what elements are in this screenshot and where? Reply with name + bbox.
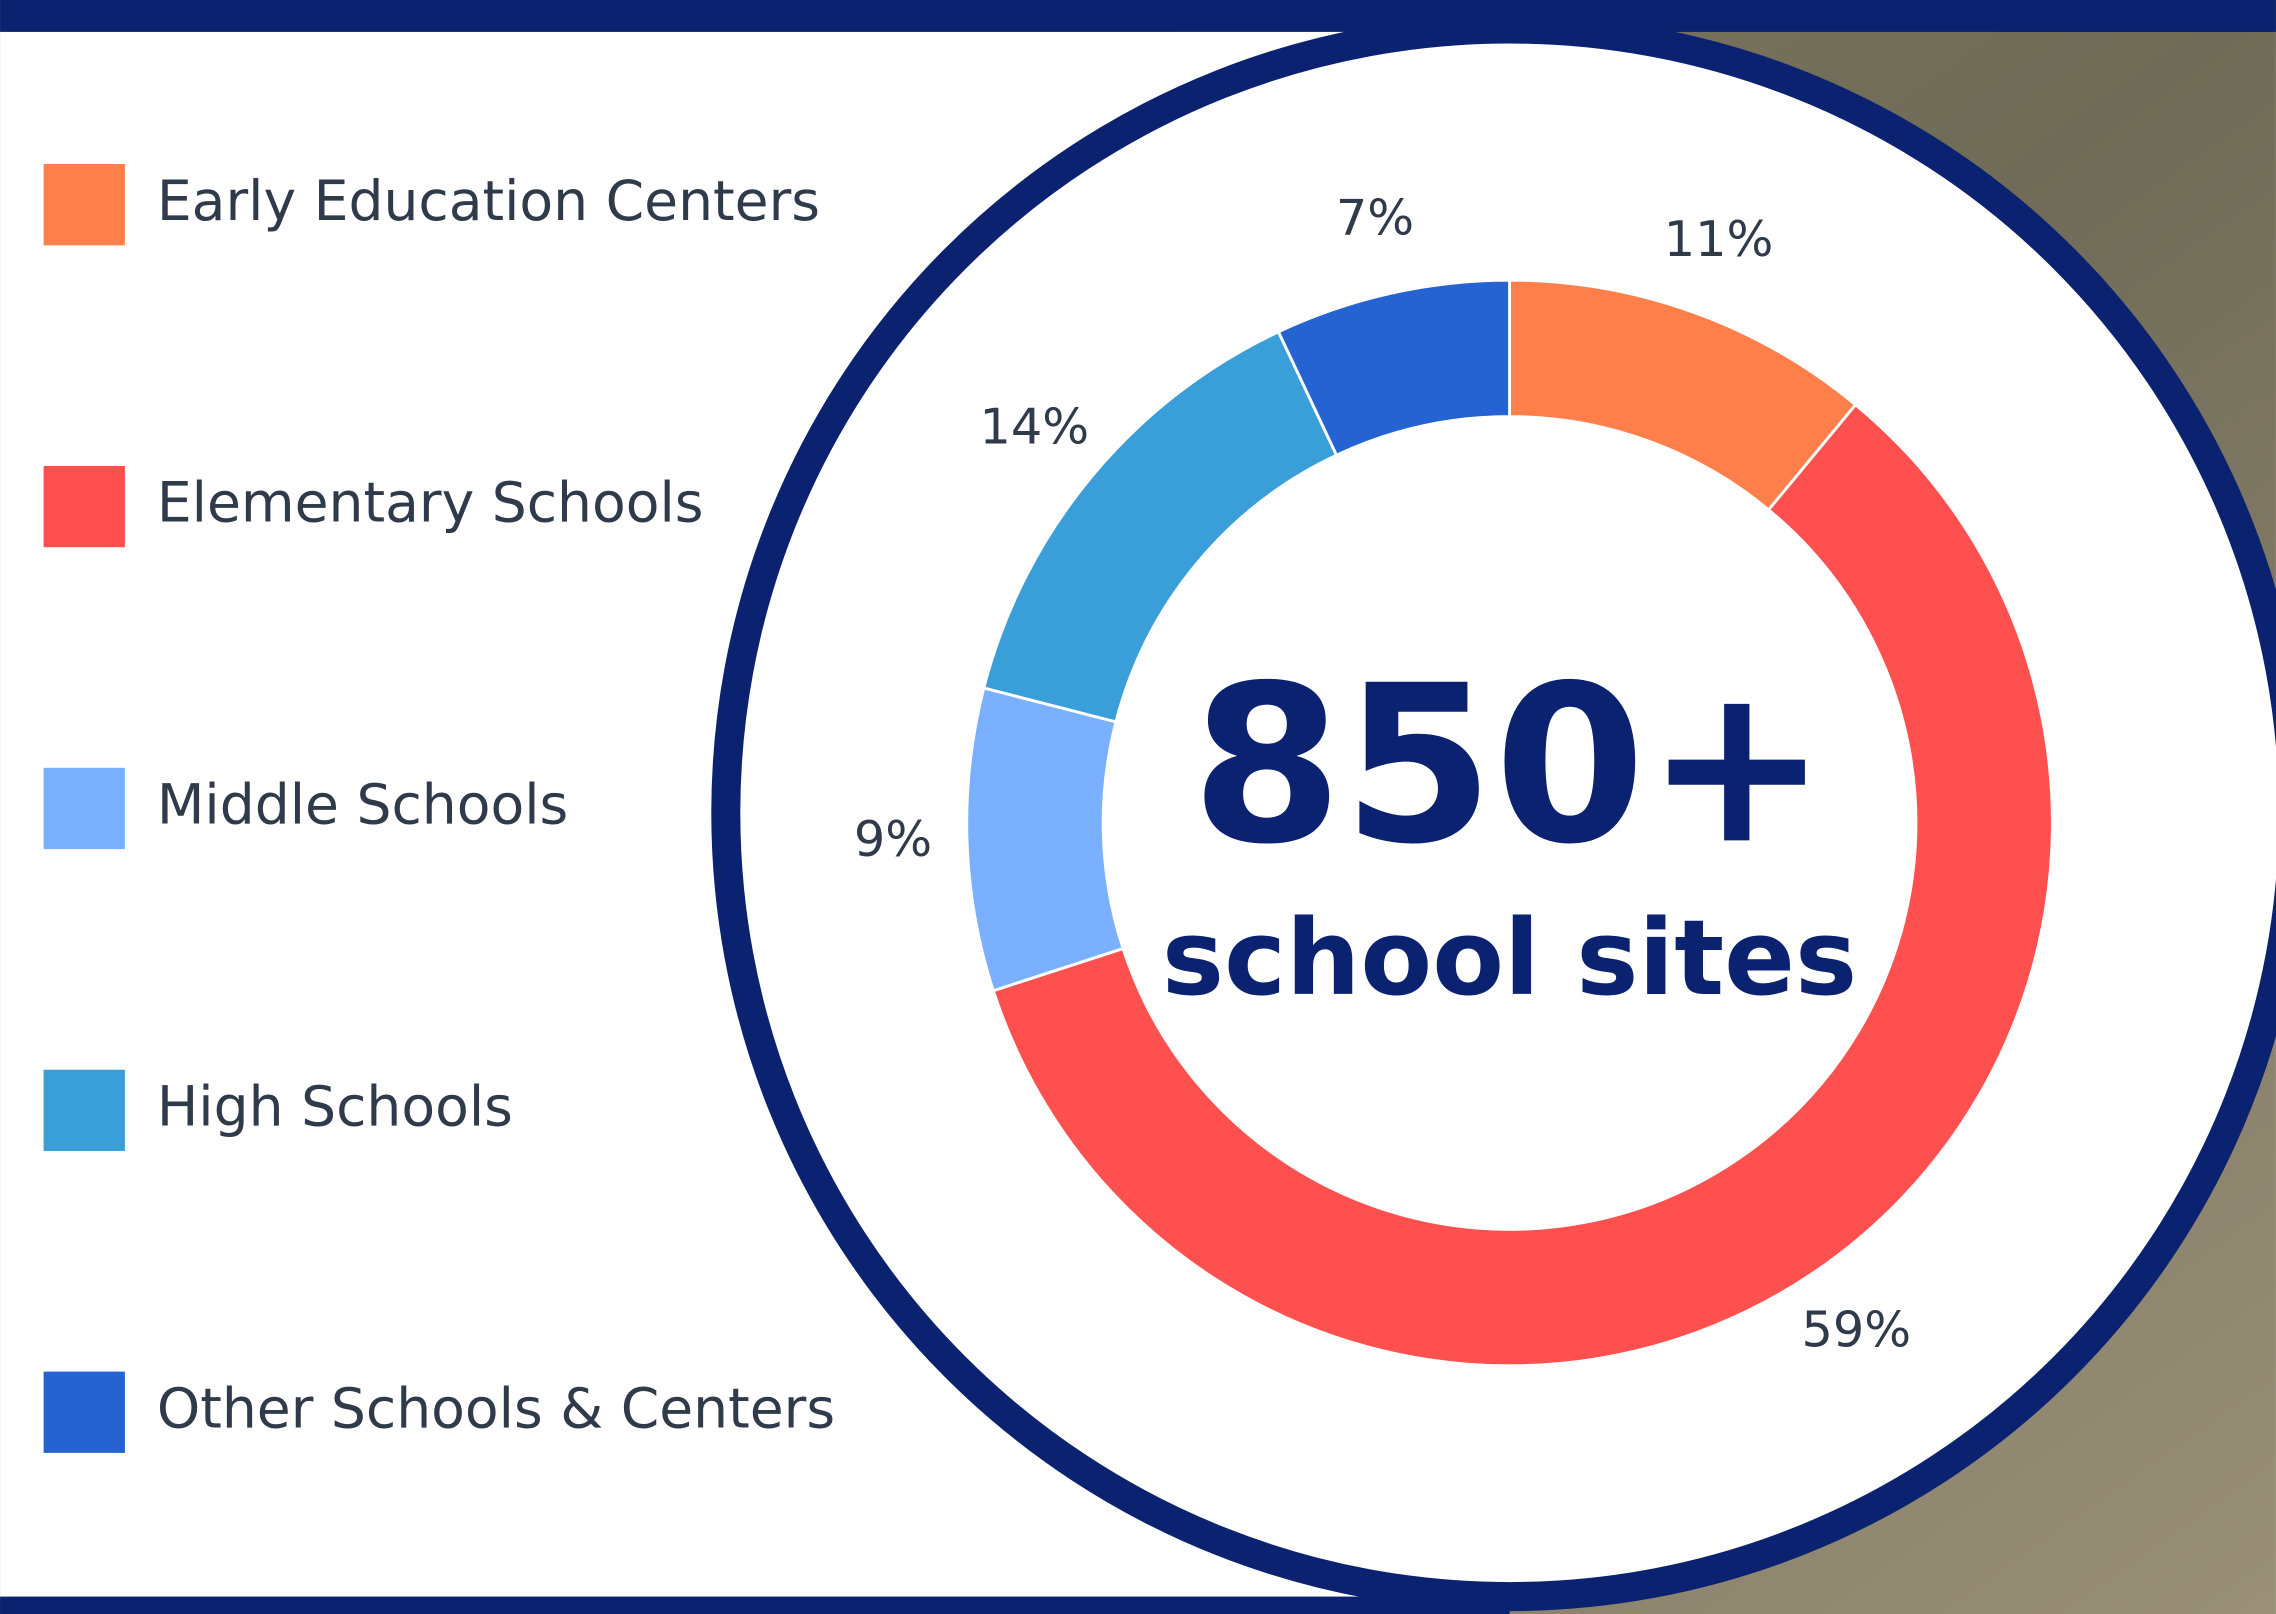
legend-label: Middle Schools xyxy=(157,774,568,838)
legend-label: Early Education Centers xyxy=(157,170,820,234)
value-label: 14% xyxy=(979,397,1089,455)
donut-segment xyxy=(967,688,1123,991)
headline-number: 850+ xyxy=(1191,639,1828,892)
legend-label: Elementary Schools xyxy=(157,472,704,536)
value-label: 7% xyxy=(1336,188,1414,246)
legend-swatch xyxy=(44,1070,125,1151)
legend-label: High Schools xyxy=(157,1075,513,1139)
legend-swatch xyxy=(44,164,125,245)
value-label: 59% xyxy=(1801,1301,1911,1359)
chart: 850+ school sites 11% 59% 9% 14% 7% Early Edu… xyxy=(0,0,2276,1614)
legend-label: Other Schools & Centers xyxy=(157,1377,835,1441)
legend-swatch xyxy=(44,466,125,547)
legend-swatch xyxy=(44,768,125,849)
headline-caption: school sites xyxy=(1162,897,1857,1019)
page: {"chart_data": {"type": "donut", "catego… xyxy=(0,0,2276,1614)
value-label: 11% xyxy=(1664,210,1774,268)
legend-swatch xyxy=(44,1372,125,1453)
value-label: 9% xyxy=(854,810,932,868)
top-band xyxy=(0,0,2276,32)
bottom-band xyxy=(0,1597,1509,1614)
